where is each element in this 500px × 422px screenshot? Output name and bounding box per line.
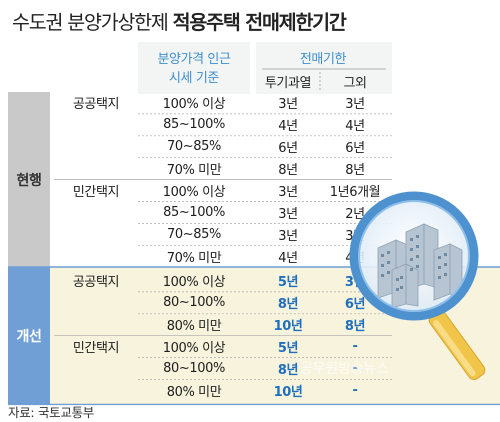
speculative-zone-cell: 3년 — [278, 228, 298, 244]
price-ratio-cell: 80~100% — [163, 361, 225, 377]
header-price-ratio: 분양가격 인근 시세 기준 — [140, 46, 248, 92]
section-label: 현행 — [16, 172, 42, 189]
speculative-zone-cell: 10년 — [273, 384, 303, 400]
header-others: 그외 — [343, 75, 367, 91]
others-cell: 1년6개월 — [329, 185, 381, 201]
header-speculative-zone: 투기과열 — [264, 75, 312, 91]
others-cell: - — [352, 382, 358, 398]
header-price-ratio-line2: 시세 기준 — [169, 71, 219, 86]
speculative-zone-cell: 3년 — [278, 206, 298, 222]
source-note: 자료: 국토교통부 — [8, 405, 94, 420]
speculative-zone-cell: 5년 — [277, 341, 299, 357]
speculative-zone-cell: 3년 — [278, 97, 298, 113]
land-type-label: 공공택지 — [72, 97, 120, 113]
magnifier-building-icon — [349, 191, 486, 380]
others-cell: 2년 — [345, 206, 365, 222]
land-type-label: 민간택지 — [72, 341, 120, 357]
others-cell: - — [352, 361, 358, 377]
speculative-zone-cell: 4년 — [278, 119, 298, 135]
price-ratio-cell: 70% 미만 — [166, 163, 222, 179]
speculative-zone-cell: 8년 — [277, 297, 299, 313]
speculative-zone-cell: 4년 — [278, 250, 298, 266]
price-ratio-cell: 85~100% — [163, 204, 225, 220]
speculative-zone-cell: 8년 — [277, 363, 299, 379]
header-price-ratio-bg — [138, 42, 250, 94]
speculative-zone-cell: 6년 — [278, 141, 298, 157]
section-current-label-bg — [8, 92, 50, 268]
others-cell: 6년 — [345, 141, 365, 157]
speculative-zone-cell: 3년 — [278, 185, 298, 201]
watermark: 공무원방송뉴스 — [300, 361, 389, 377]
price-ratio-cell: 80% 미만 — [166, 384, 222, 400]
land-type-label: 민간택지 — [72, 185, 120, 201]
others-cell: 8년 — [344, 319, 366, 335]
header-resale-period: 전매기한 — [299, 51, 347, 67]
price-ratio-cell: 100% 이상 — [162, 341, 226, 357]
price-ratio-cell: 80~100% — [163, 295, 225, 311]
others-cell: 4년 — [345, 119, 365, 135]
price-ratio-cell: 100% 이상 — [162, 185, 226, 201]
others-cell: 3년 — [345, 97, 365, 113]
title-prefix: 수도권 분양가상한제 — [12, 11, 169, 34]
price-ratio-cell: 70% 미만 — [166, 250, 222, 266]
page-title: 수도권 분양가상한제 적용주택 전매제한기간 — [12, 6, 347, 35]
price-ratio-cell: 70~85% — [167, 226, 221, 242]
others-cell: 6년 — [344, 297, 366, 313]
land-type-label: 공공택지 — [72, 275, 120, 291]
title-bold: 적용주택 전매제한기간 — [172, 11, 347, 34]
speculative-zone-cell: 5년 — [277, 275, 299, 291]
price-ratio-cell: 80% 미만 — [166, 319, 222, 335]
header-resale-bg — [256, 42, 392, 94]
section-improved-label-bg — [8, 267, 50, 405]
others-cell: 8년 — [345, 163, 365, 179]
others-cell: - — [352, 339, 358, 355]
speculative-zone-cell: 8년 — [278, 163, 298, 179]
price-ratio-cell: 100% 이상 — [162, 275, 226, 291]
price-ratio-cell: 100% 이상 — [162, 97, 226, 113]
header-price-ratio-line1: 분양가격 인근 — [157, 52, 231, 67]
speculative-zone-cell: 10년 — [273, 319, 303, 335]
price-ratio-cell: 70~85% — [167, 139, 221, 155]
section-label: 개선 — [16, 328, 42, 345]
price-ratio-cell: 85~100% — [163, 117, 225, 133]
